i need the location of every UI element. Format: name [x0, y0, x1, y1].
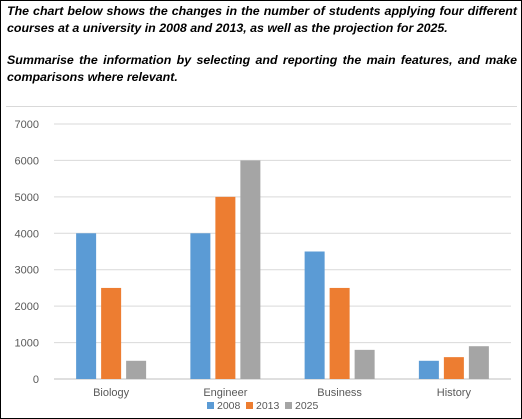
x-tick-label: History	[437, 387, 472, 399]
bar-2013-history	[443, 357, 464, 379]
bar-2025-engineer	[240, 160, 261, 379]
legend-label-2013: 2013	[256, 400, 280, 412]
bar-2013-engineer	[215, 196, 236, 379]
bar-chart: 0 1000 2000 3000 4000 5000 6000 7000 Biology Engi…	[6, 106, 517, 417]
bar-2008-biology	[76, 233, 97, 379]
legend-swatch-2025	[285, 402, 292, 409]
y-tick-label: 0	[33, 374, 39, 386]
legend-label-2025: 2025	[295, 400, 319, 412]
chart-canvas: 0 1000 2000 3000 4000 5000 6000 7000 Biology Engi…	[15, 119, 511, 412]
y-tick-label: 6000	[15, 155, 39, 167]
bar-2025-business	[354, 349, 375, 379]
legend-swatch-2013	[246, 402, 253, 409]
task-prompt-text: The chart below shows the changes in the…	[7, 4, 517, 35]
bar-2025-biology	[126, 360, 147, 379]
bar-2013-biology	[101, 287, 122, 379]
task-instruction-text: Summarise the information by selecting a…	[7, 53, 517, 84]
x-tick-label: Engineer	[203, 387, 247, 399]
bar-2025-history	[468, 346, 489, 379]
bar-2013-business	[329, 287, 350, 379]
bar-2008-history	[418, 360, 439, 379]
y-tick-label: 4000	[15, 228, 39, 240]
y-tick-label: 5000	[15, 192, 39, 204]
y-tick-label: 3000	[15, 265, 39, 277]
y-tick-label: 1000	[15, 338, 39, 350]
legend-swatch-2008	[207, 402, 214, 409]
y-tick-label: 2000	[15, 301, 39, 313]
bar-2008-business	[304, 251, 325, 379]
y-tick-label: 7000	[15, 119, 39, 131]
legend-label-2008: 2008	[217, 400, 241, 412]
x-tick-label: Business	[317, 387, 362, 399]
x-tick-label: Biology	[93, 387, 130, 399]
bar-2008-engineer	[190, 233, 211, 379]
